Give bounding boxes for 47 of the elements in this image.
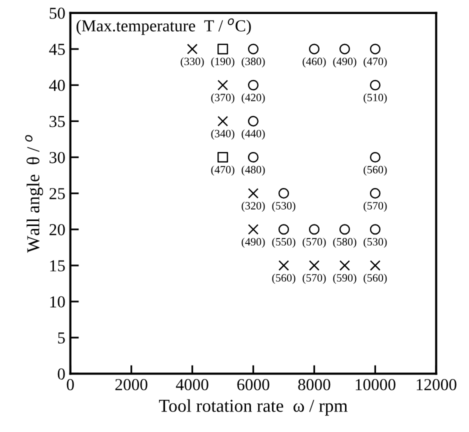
annotation: (370)	[211, 93, 234, 104]
annotation: (Max.temperature T / $^{o}$C)	[76, 18, 251, 35]
y-tick-label: 0	[58, 368, 65, 380]
annotation: (570)	[302, 274, 326, 284]
x-tick-label: 6000	[237, 379, 270, 390]
y-tick-label: 45	[49, 44, 65, 55]
annotation: (560)	[272, 274, 296, 284]
annotation: (530)	[364, 238, 387, 248]
x-axis-title: Tool rotation rate ω / rpm	[159, 399, 348, 416]
y-tick-label: 5	[58, 332, 65, 344]
y-tick-label: 40	[49, 80, 65, 92]
annotation: (440)	[242, 130, 265, 140]
annotation: (490)	[242, 238, 265, 248]
annotation: (460)	[302, 57, 326, 68]
annotation: (420)	[242, 93, 265, 104]
annotation: (330)	[180, 57, 204, 68]
annotation: (560)	[364, 166, 387, 176]
annotation: (380)	[242, 57, 265, 68]
y-tick-label: 15	[50, 260, 65, 272]
annotation: (550)	[272, 238, 296, 248]
y-tick-label: 30	[50, 152, 65, 164]
annotation: (490)	[333, 57, 356, 68]
annotation: (580)	[333, 238, 356, 248]
annotation: (570)	[364, 202, 387, 212]
x-tick-label: 8000	[298, 379, 330, 390]
x-tick-label: 0	[66, 379, 74, 390]
annotation: (190)	[211, 57, 234, 68]
annotation: (590)	[333, 274, 356, 284]
annotation: (480)	[242, 166, 265, 176]
y-axis-title: Wall angle θ / $^{o}$	[25, 135, 44, 253]
y-tick-label: 35	[50, 116, 65, 128]
x-tick-label: 10000	[356, 379, 396, 390]
y-tick-label: 20	[50, 224, 65, 236]
y-tick-label: 10	[50, 296, 65, 308]
annotation: (340)	[211, 130, 234, 140]
annotation: (570)	[302, 238, 326, 248]
y-tick-label: 50	[50, 8, 65, 19]
annotation: (470)	[364, 57, 387, 68]
x-tick-label: 2000	[115, 379, 148, 390]
annotation: (470)	[211, 166, 234, 176]
y-tick-label: 25	[50, 188, 65, 200]
x-tick-label: 4000	[176, 379, 208, 390]
annotation: (510)	[364, 93, 387, 104]
annotation: (530)	[272, 202, 296, 212]
x-tick-label: 12000	[416, 379, 456, 390]
annotation: (560)	[364, 274, 387, 284]
annotation: (320)	[242, 202, 265, 212]
